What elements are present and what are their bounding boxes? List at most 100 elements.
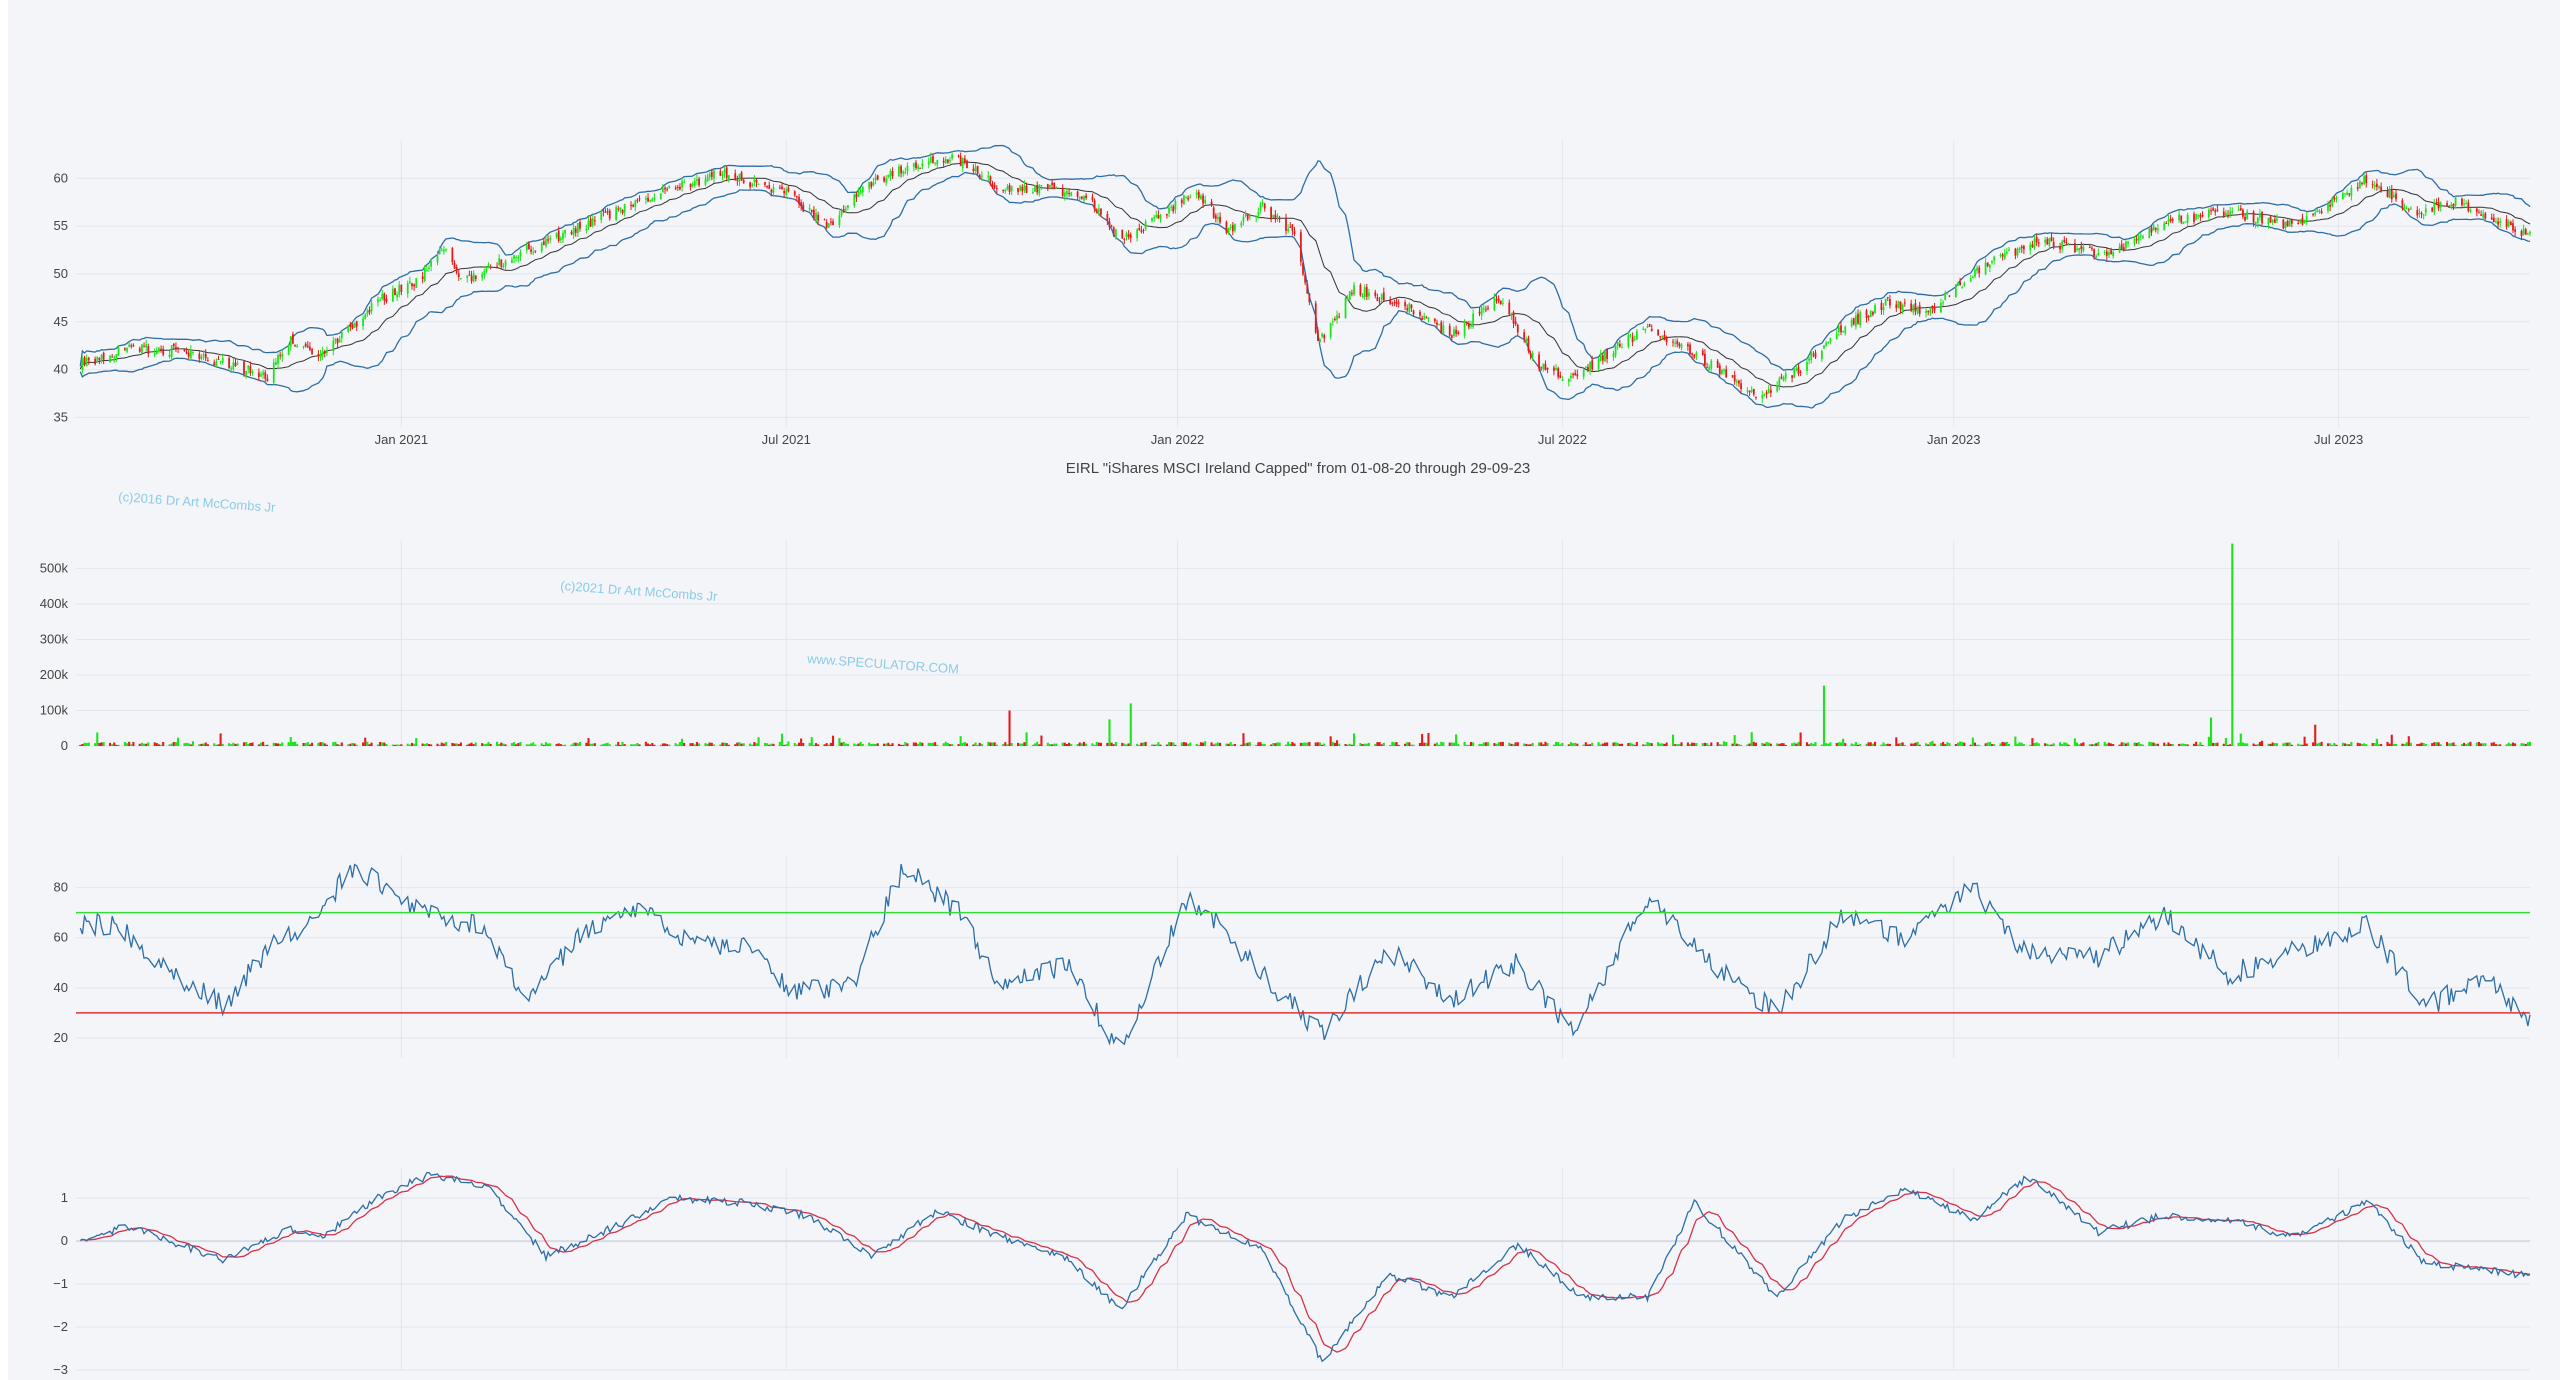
volume-bar xyxy=(2090,744,2093,746)
candle-body xyxy=(1672,341,1674,343)
candle-body xyxy=(326,350,328,354)
candle-body xyxy=(1389,299,1392,304)
candle-body xyxy=(2461,198,2463,206)
candle-body xyxy=(1903,302,1906,304)
volume-bar xyxy=(2050,744,2053,746)
candle-body xyxy=(587,220,590,229)
candle-body xyxy=(1859,312,1862,326)
volume-bar xyxy=(113,742,116,746)
volume-bar xyxy=(646,743,650,746)
volume-bar xyxy=(183,743,186,746)
candle-body xyxy=(1691,353,1694,355)
candle-body xyxy=(1663,335,1666,341)
candle-body xyxy=(206,360,209,362)
y-tick-label: −1 xyxy=(53,1276,68,1291)
volume-bar xyxy=(727,744,730,746)
volume-bar xyxy=(251,742,254,746)
volume-bar xyxy=(1708,744,1711,746)
volume-bar xyxy=(2165,744,2168,746)
candle-body xyxy=(251,371,254,373)
volume-bar xyxy=(636,742,639,746)
candle-body xyxy=(2303,220,2306,224)
volume-bar xyxy=(942,743,945,746)
volume-bar xyxy=(1335,740,1339,746)
candle-body xyxy=(2467,202,2470,212)
volume-bar xyxy=(557,743,560,746)
candle-body xyxy=(1004,189,1007,192)
candle-body xyxy=(634,200,637,207)
volume-bar xyxy=(519,741,522,746)
candle-body xyxy=(2178,214,2181,221)
candle-body xyxy=(2312,214,2314,216)
volume-bar xyxy=(1125,744,1128,746)
candle-body xyxy=(1080,196,1083,199)
candle-body xyxy=(1438,324,1440,326)
candle-body xyxy=(2463,203,2465,205)
volume-bar xyxy=(623,744,626,746)
candle-body xyxy=(1799,371,1802,373)
volume-bar xyxy=(1695,743,1698,746)
volume-bar xyxy=(340,742,343,746)
y-tick-label: −3 xyxy=(53,1362,68,1377)
volume-bar xyxy=(1969,744,1972,746)
volume-bar xyxy=(1486,742,1490,746)
candle-body xyxy=(2059,246,2061,250)
volume-bar xyxy=(2331,744,2334,746)
volume-bar xyxy=(2080,743,2083,746)
candle-body xyxy=(2333,197,2336,200)
candle-body xyxy=(989,176,992,182)
volume-bar xyxy=(2375,738,2378,746)
volume-bar xyxy=(155,743,158,746)
candle-body xyxy=(2169,218,2172,222)
volume-bar xyxy=(217,744,220,746)
volume-bar xyxy=(177,737,180,746)
volume-bar xyxy=(1408,742,1411,746)
volume-bar xyxy=(130,744,133,746)
volume-bar xyxy=(1450,742,1453,746)
volume-bar xyxy=(234,743,237,746)
candle-body xyxy=(1618,343,1621,347)
y-tick-label: 200k xyxy=(40,667,69,682)
volume-bar xyxy=(2407,736,2410,746)
volume-bar xyxy=(281,742,284,746)
candle-body xyxy=(604,211,607,213)
volume-bar xyxy=(472,744,475,746)
candle-body xyxy=(1195,192,1198,195)
candle-body xyxy=(2227,214,2229,217)
y-tick-label: 20 xyxy=(54,1030,68,1045)
volume-bar xyxy=(2226,744,2230,746)
candle-body xyxy=(572,227,575,236)
volume-bar xyxy=(1976,744,1979,746)
candle-body xyxy=(2446,203,2448,206)
candle-body xyxy=(323,351,326,354)
volume-bar xyxy=(1569,742,1572,746)
volume-bar xyxy=(1306,742,1309,746)
volume-bar xyxy=(132,741,135,746)
candle-body xyxy=(1837,327,1840,333)
volume-bar xyxy=(1036,741,1039,746)
y-tick-label: 0 xyxy=(61,1233,68,1248)
candle-body xyxy=(1857,313,1859,324)
volume-bar xyxy=(2439,744,2442,746)
candle-body xyxy=(1053,183,1056,189)
candle-body xyxy=(2431,207,2434,212)
candle-body xyxy=(406,283,409,294)
volume-bar xyxy=(1397,744,1400,746)
candle-body xyxy=(542,241,545,245)
candle-body xyxy=(440,249,443,251)
volume-bar xyxy=(189,744,192,746)
volume-bar xyxy=(274,743,277,746)
volume-bar xyxy=(721,742,724,746)
candle-body xyxy=(2320,211,2323,214)
volume-bar xyxy=(1189,742,1192,746)
candle-body xyxy=(545,238,547,246)
candle-body xyxy=(132,345,135,347)
candle-body xyxy=(2288,220,2291,227)
volume-bar xyxy=(778,741,781,746)
candle-body xyxy=(1755,396,1757,398)
volume-bar xyxy=(1973,742,1977,746)
volume-bar xyxy=(289,737,292,746)
volume-bar xyxy=(883,743,886,746)
